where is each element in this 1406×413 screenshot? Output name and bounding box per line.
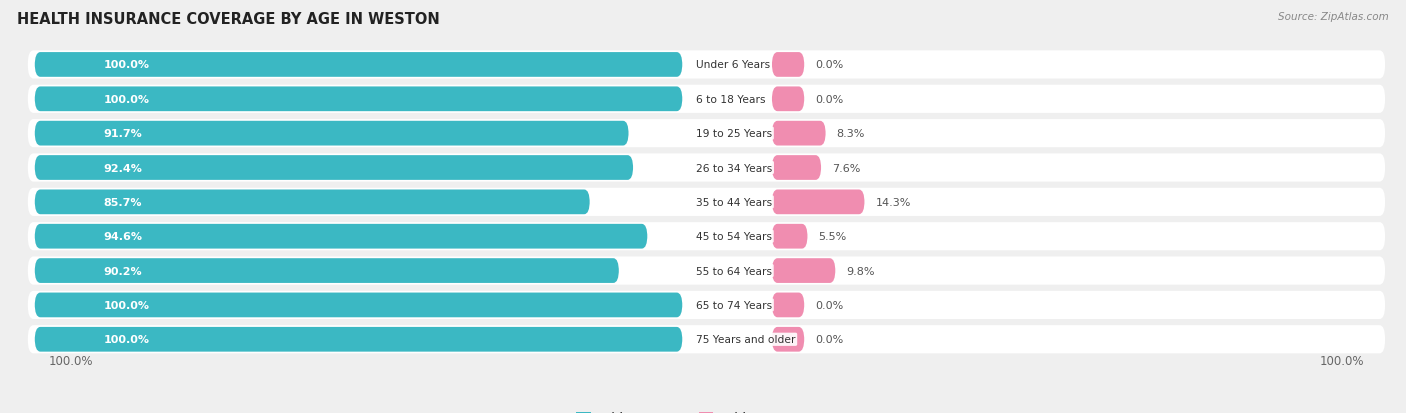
- FancyBboxPatch shape: [28, 257, 1385, 285]
- Text: 19 to 25 Years: 19 to 25 Years: [696, 129, 772, 139]
- FancyBboxPatch shape: [772, 327, 804, 352]
- Text: 35 to 44 Years: 35 to 44 Years: [696, 197, 772, 207]
- FancyBboxPatch shape: [28, 325, 1385, 354]
- FancyBboxPatch shape: [772, 259, 835, 283]
- FancyBboxPatch shape: [35, 259, 619, 283]
- Text: 55 to 64 Years: 55 to 64 Years: [696, 266, 772, 276]
- Text: 8.3%: 8.3%: [837, 129, 865, 139]
- Text: 45 to 54 Years: 45 to 54 Years: [696, 232, 772, 242]
- Text: 90.2%: 90.2%: [104, 266, 142, 276]
- Legend: With Coverage, Without Coverage: With Coverage, Without Coverage: [572, 406, 834, 413]
- Text: 100.0%: 100.0%: [104, 335, 149, 344]
- Text: 0.0%: 0.0%: [815, 335, 844, 344]
- FancyBboxPatch shape: [772, 53, 804, 78]
- Text: 26 to 34 Years: 26 to 34 Years: [696, 163, 772, 173]
- FancyBboxPatch shape: [35, 121, 628, 146]
- Text: 100.0%: 100.0%: [104, 60, 149, 70]
- FancyBboxPatch shape: [28, 51, 1385, 79]
- Text: 85.7%: 85.7%: [104, 197, 142, 207]
- Text: 92.4%: 92.4%: [104, 163, 142, 173]
- Text: 100.0%: 100.0%: [48, 354, 93, 367]
- Text: 0.0%: 0.0%: [815, 95, 844, 104]
- Text: 65 to 74 Years: 65 to 74 Years: [696, 300, 772, 310]
- FancyBboxPatch shape: [28, 85, 1385, 114]
- Text: 7.6%: 7.6%: [832, 163, 860, 173]
- FancyBboxPatch shape: [35, 156, 633, 180]
- FancyBboxPatch shape: [772, 293, 804, 318]
- Text: 0.0%: 0.0%: [815, 300, 844, 310]
- FancyBboxPatch shape: [35, 293, 682, 318]
- Text: 5.5%: 5.5%: [818, 232, 846, 242]
- FancyBboxPatch shape: [35, 190, 589, 215]
- FancyBboxPatch shape: [772, 87, 804, 112]
- FancyBboxPatch shape: [28, 291, 1385, 319]
- Text: HEALTH INSURANCE COVERAGE BY AGE IN WESTON: HEALTH INSURANCE COVERAGE BY AGE IN WEST…: [17, 12, 440, 27]
- Text: 75 Years and older: 75 Years and older: [696, 335, 796, 344]
- Text: 0.0%: 0.0%: [815, 60, 844, 70]
- FancyBboxPatch shape: [28, 154, 1385, 182]
- Text: 14.3%: 14.3%: [876, 197, 911, 207]
- FancyBboxPatch shape: [35, 53, 682, 78]
- Text: 9.8%: 9.8%: [846, 266, 875, 276]
- FancyBboxPatch shape: [35, 87, 682, 112]
- Text: 6 to 18 Years: 6 to 18 Years: [696, 95, 766, 104]
- Text: 100.0%: 100.0%: [104, 300, 149, 310]
- Text: 94.6%: 94.6%: [104, 232, 142, 242]
- Text: Source: ZipAtlas.com: Source: ZipAtlas.com: [1278, 12, 1389, 22]
- FancyBboxPatch shape: [772, 190, 865, 215]
- FancyBboxPatch shape: [35, 224, 647, 249]
- Text: 100.0%: 100.0%: [1320, 354, 1364, 367]
- FancyBboxPatch shape: [772, 224, 807, 249]
- Text: 100.0%: 100.0%: [104, 95, 149, 104]
- Text: 91.7%: 91.7%: [104, 129, 142, 139]
- Text: Under 6 Years: Under 6 Years: [696, 60, 770, 70]
- FancyBboxPatch shape: [28, 188, 1385, 216]
- FancyBboxPatch shape: [772, 121, 825, 146]
- FancyBboxPatch shape: [28, 120, 1385, 148]
- FancyBboxPatch shape: [772, 156, 821, 180]
- FancyBboxPatch shape: [35, 327, 682, 352]
- FancyBboxPatch shape: [28, 223, 1385, 251]
